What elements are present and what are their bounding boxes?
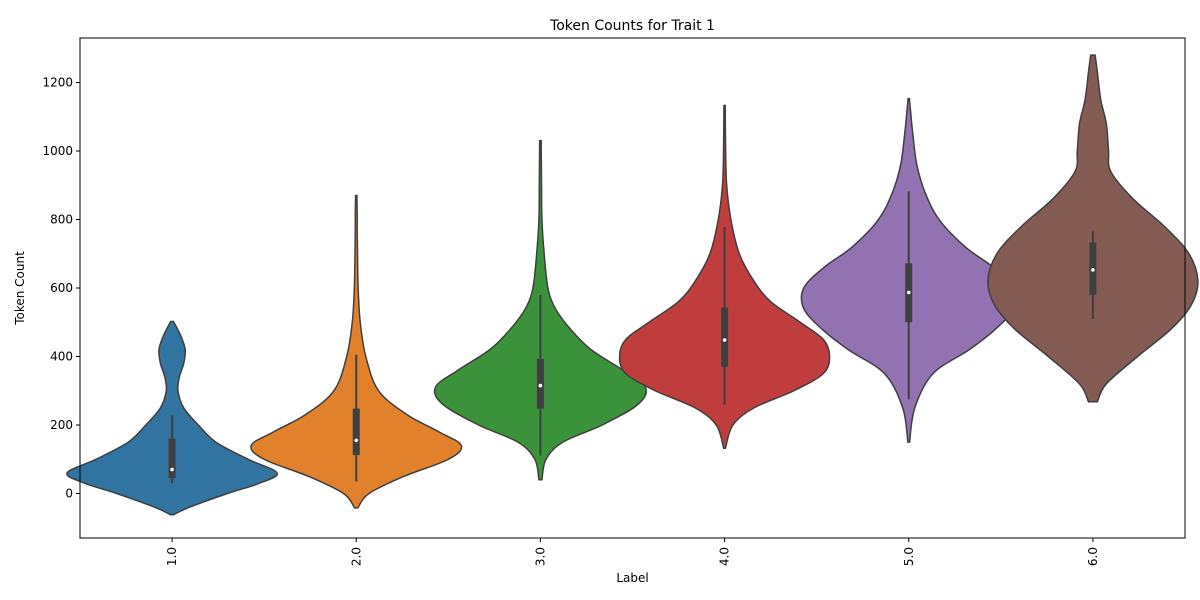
x-axis-ticks: 1.0 2.0 3.0 4.0 5.0 6.0 xyxy=(165,538,1100,566)
y-tick-label: 0 xyxy=(65,486,73,500)
violin-median-2.0 xyxy=(354,438,359,443)
x-tick-label: 6.0 xyxy=(1086,547,1100,566)
x-tick-label: 4.0 xyxy=(718,547,732,566)
violin-median-1.0 xyxy=(170,467,174,472)
violin-iqr-box-2.0 xyxy=(352,408,360,456)
y-tick-label: 1000 xyxy=(42,144,73,158)
y-tick-label: 1200 xyxy=(42,76,73,90)
y-axis-label: Token Count xyxy=(13,251,27,326)
violin-median-3.0 xyxy=(538,383,543,388)
violin-median-5.0 xyxy=(906,290,911,295)
x-tick-label: 1.0 xyxy=(165,547,179,566)
violin-median-6.0 xyxy=(1091,268,1095,272)
violin-body-2.0 xyxy=(250,194,463,509)
y-tick-label: 800 xyxy=(50,213,73,227)
y-axis-ticks: 0 200 400 600 800 1000 1200 xyxy=(42,76,80,500)
violin-iqr-box-1.0 xyxy=(168,438,176,479)
x-tick-label: 5.0 xyxy=(902,547,916,566)
x-tick-label: 2.0 xyxy=(349,547,363,566)
violin-median-4.0 xyxy=(722,338,727,342)
violin-iqr-box-3.0 xyxy=(536,358,544,409)
x-axis-label: Label xyxy=(616,571,648,585)
y-tick-label: 400 xyxy=(50,349,73,363)
chart-title: Token Counts for Trait 1 xyxy=(549,18,715,34)
x-tick-label: 3.0 xyxy=(533,547,547,566)
violin-body-6.0 xyxy=(987,54,1199,403)
y-tick-label: 600 xyxy=(50,281,73,295)
violins-layer xyxy=(66,54,1199,516)
violin-iqr-box-4.0 xyxy=(721,307,729,367)
y-tick-label: 200 xyxy=(50,418,73,432)
